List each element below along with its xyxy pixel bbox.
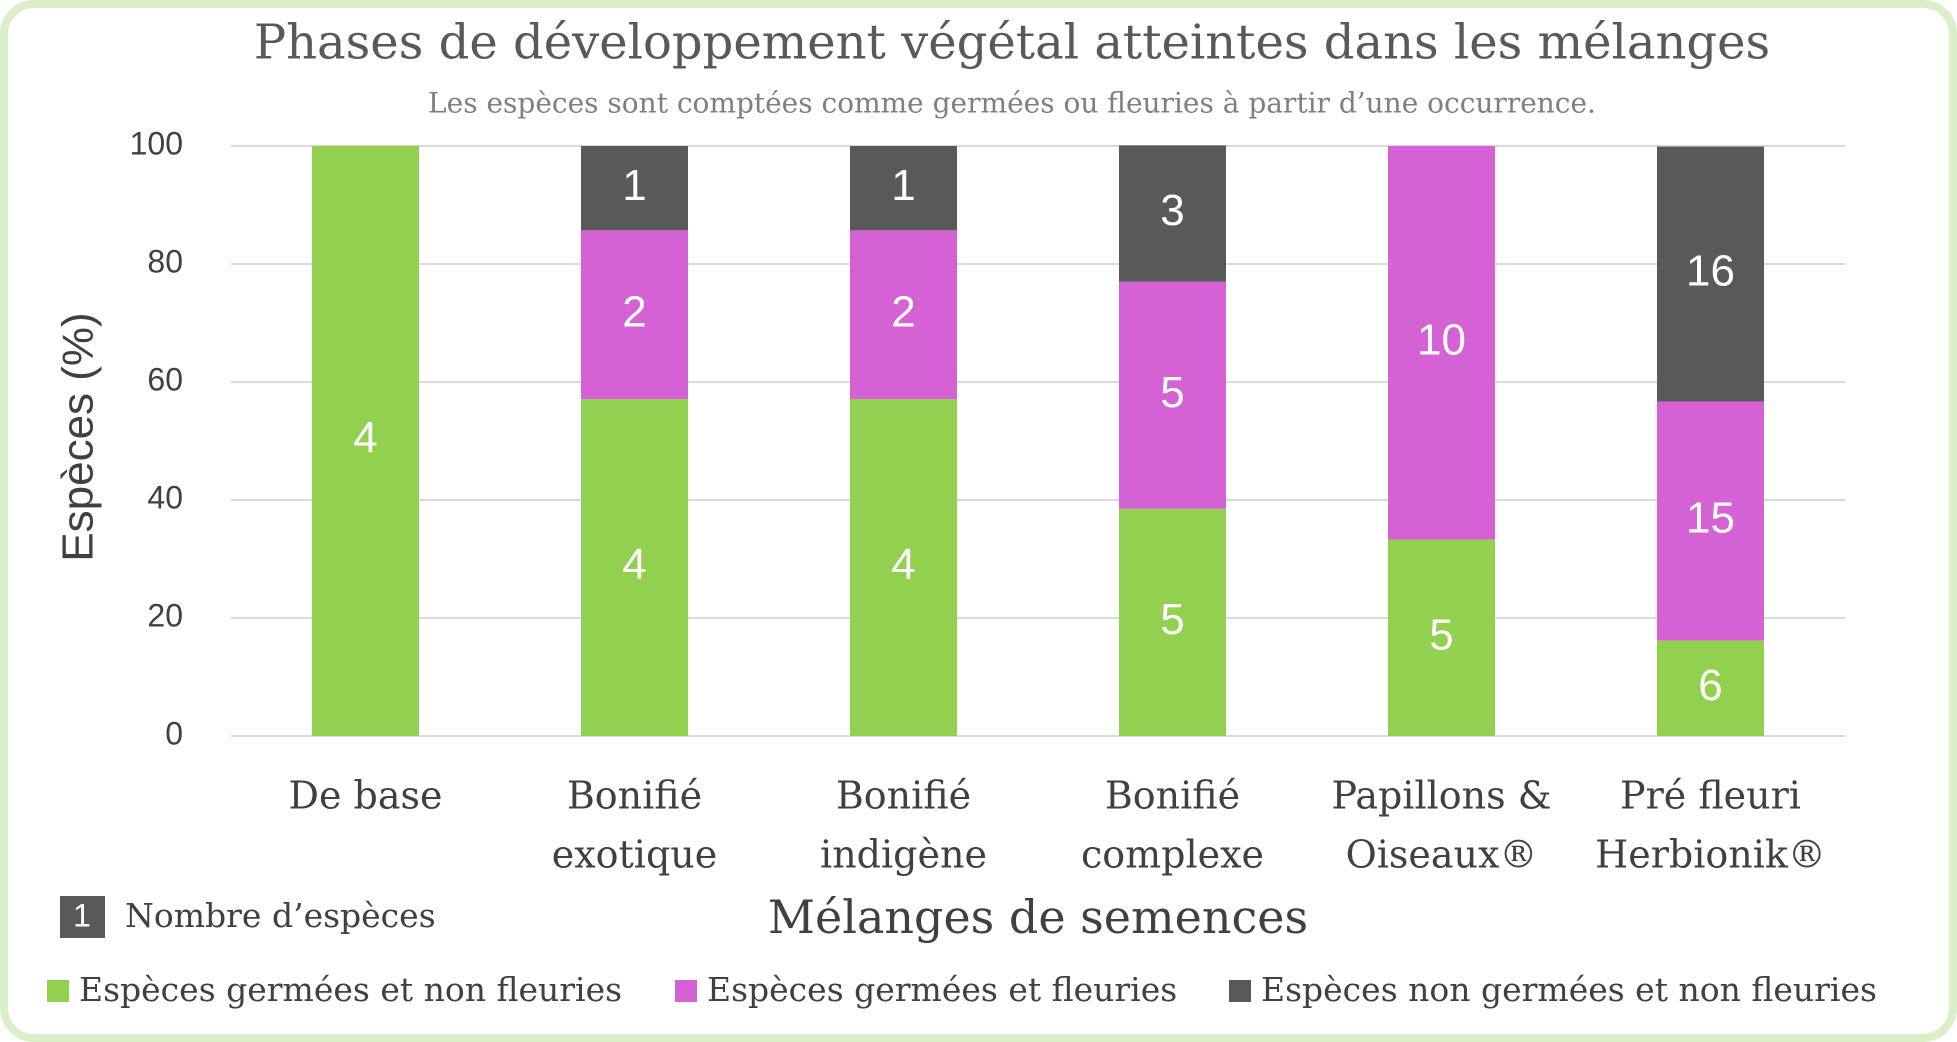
chart-subtitle: Les espèces sont comptées comme germées … bbox=[428, 87, 1596, 120]
count-legend-label: Nombre d’espèces bbox=[125, 896, 436, 935]
x-tick-label: Bonifié bbox=[1105, 774, 1240, 818]
bar-segment bbox=[850, 146, 957, 231]
x-tick-label: Oiseaux® bbox=[1346, 833, 1538, 877]
legend-label: Espèces germées et non fleuries bbox=[79, 970, 622, 1009]
data-label: 4 bbox=[891, 540, 915, 589]
y-tick-label: 60 bbox=[147, 361, 183, 397]
bar-segment bbox=[1119, 281, 1226, 509]
x-tick-label: Bonifié bbox=[567, 774, 702, 818]
bar-segment bbox=[581, 399, 688, 736]
data-label: 2 bbox=[891, 287, 915, 336]
count-legend-swatch bbox=[60, 896, 105, 938]
x-tick-label: De base bbox=[288, 774, 442, 818]
bar-segment bbox=[850, 399, 957, 736]
data-label: 6 bbox=[1698, 661, 1722, 710]
legend-swatch bbox=[675, 980, 697, 1002]
y-tick-label: 20 bbox=[147, 597, 183, 633]
legend-label: Espèces non germées et non fleuries bbox=[1261, 970, 1877, 1009]
data-label: 3 bbox=[1160, 186, 1184, 235]
bar-segment bbox=[1119, 145, 1226, 282]
data-label: 15 bbox=[1686, 494, 1735, 543]
data-label: 5 bbox=[1429, 610, 1453, 659]
bar-segment bbox=[1388, 146, 1495, 540]
data-label: 1 bbox=[622, 161, 646, 210]
y-axis-label: Espèces (%) bbox=[54, 312, 103, 561]
x-tick-label: Pré fleuri bbox=[1620, 774, 1801, 818]
x-tick-label: exotique bbox=[552, 833, 718, 877]
data-label: 10 bbox=[1417, 315, 1466, 364]
legend-label: Espèces germées et fleuries bbox=[707, 970, 1177, 1009]
data-label: 4 bbox=[353, 414, 377, 463]
data-label: 16 bbox=[1686, 247, 1735, 296]
y-tick-label: 100 bbox=[130, 125, 183, 161]
data-label: 5 bbox=[1160, 368, 1184, 417]
bar-segment bbox=[1119, 508, 1226, 736]
x-axis-label: Mélanges de semences bbox=[768, 890, 1308, 944]
count-legend-sample: 1 bbox=[73, 897, 91, 933]
y-tick-label: 80 bbox=[147, 243, 183, 279]
x-tick-label: Bonifié bbox=[836, 774, 971, 818]
x-tick-label: complexe bbox=[1081, 833, 1264, 877]
bar-segment bbox=[581, 146, 688, 231]
x-tick-label: indigène bbox=[820, 833, 987, 877]
legend-swatch bbox=[47, 980, 69, 1002]
data-label: 1 bbox=[891, 161, 915, 210]
bar-segment bbox=[1388, 539, 1495, 736]
x-tick-label: Herbionik® bbox=[1595, 833, 1826, 877]
data-label: 5 bbox=[1160, 595, 1184, 644]
bar-segment bbox=[1657, 401, 1764, 641]
bar-segment bbox=[850, 230, 957, 400]
bar-segment bbox=[581, 230, 688, 400]
data-label: 2 bbox=[622, 287, 646, 336]
legend-swatch bbox=[1229, 980, 1251, 1002]
data-label: 4 bbox=[622, 540, 646, 589]
bar-segment bbox=[1657, 640, 1764, 736]
bar-segment bbox=[1657, 146, 1764, 402]
chart-title: Phases de développement végétal atteinte… bbox=[254, 15, 1770, 71]
y-tick-label: 40 bbox=[147, 479, 183, 515]
bar-segment bbox=[312, 146, 419, 736]
x-tick-label: Papillons & bbox=[1331, 774, 1551, 818]
y-tick-label: 0 bbox=[165, 715, 183, 751]
